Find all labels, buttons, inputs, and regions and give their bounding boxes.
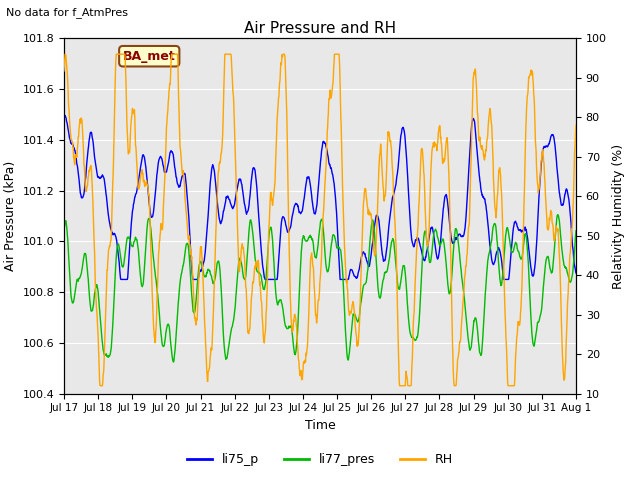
- Title: Air Pressure and RH: Air Pressure and RH: [244, 21, 396, 36]
- Text: BA_met: BA_met: [123, 50, 175, 63]
- Text: No data for f_AtmPres: No data for f_AtmPres: [6, 7, 129, 18]
- X-axis label: Time: Time: [305, 419, 335, 432]
- Y-axis label: Air Pressure (kPa): Air Pressure (kPa): [4, 161, 17, 271]
- Legend: li75_p, li77_pres, RH: li75_p, li77_pres, RH: [182, 448, 458, 471]
- Y-axis label: Relativity Humidity (%): Relativity Humidity (%): [612, 144, 625, 288]
